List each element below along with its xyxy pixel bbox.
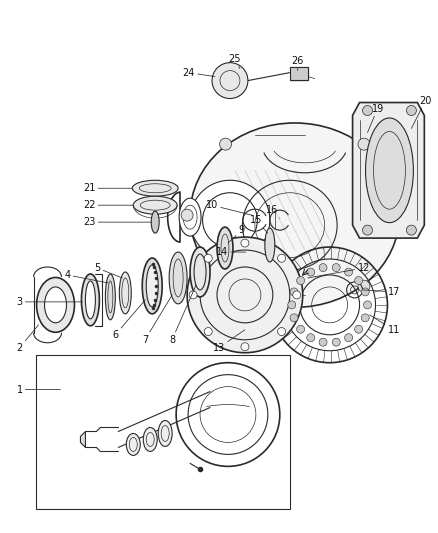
Circle shape [307,334,314,342]
Circle shape [361,288,369,296]
Text: 21: 21 [83,183,132,193]
Text: 2: 2 [16,325,39,353]
Circle shape [293,291,301,299]
Text: 8: 8 [169,285,196,345]
Circle shape [241,239,249,247]
Circle shape [219,138,232,150]
Circle shape [345,268,353,276]
Circle shape [204,254,212,262]
Bar [35,355,290,509]
Text: 16: 16 [265,205,280,218]
Text: 14: 14 [216,247,246,257]
Polygon shape [353,102,424,238]
Text: 3: 3 [17,297,82,307]
Ellipse shape [179,198,201,236]
Ellipse shape [265,228,275,262]
Ellipse shape [106,274,115,320]
Ellipse shape [183,205,197,229]
Ellipse shape [81,274,99,326]
Circle shape [358,138,370,150]
Ellipse shape [45,287,67,323]
Ellipse shape [217,227,233,269]
Ellipse shape [142,258,162,314]
Circle shape [355,325,363,333]
Circle shape [363,106,372,116]
Bar [290,67,308,79]
Circle shape [278,328,286,336]
Ellipse shape [146,265,158,307]
Circle shape [332,264,340,271]
Text: 11: 11 [370,315,400,335]
Text: 7: 7 [142,295,172,345]
Ellipse shape [126,433,140,455]
Circle shape [319,264,327,271]
Text: 13: 13 [213,330,245,353]
Circle shape [406,106,417,116]
Circle shape [241,343,249,351]
Ellipse shape [366,118,413,223]
Ellipse shape [169,252,187,304]
Ellipse shape [143,427,157,451]
Text: 4: 4 [64,270,108,283]
Circle shape [307,268,314,276]
Ellipse shape [85,281,95,319]
Circle shape [290,288,298,296]
Text: 9: 9 [228,225,245,243]
Circle shape [290,314,298,322]
Circle shape [358,280,370,292]
Circle shape [204,328,212,336]
Text: 5: 5 [94,263,122,278]
Ellipse shape [37,278,74,332]
Text: 24: 24 [183,68,215,78]
Text: 12: 12 [308,263,370,278]
Text: 17: 17 [363,287,400,297]
Circle shape [189,291,197,299]
Circle shape [319,338,327,346]
Circle shape [406,225,417,235]
Ellipse shape [190,247,210,297]
Circle shape [187,237,303,353]
Ellipse shape [119,272,131,314]
Text: 23: 23 [83,217,151,227]
Circle shape [181,209,193,221]
Text: 20: 20 [411,95,432,128]
Polygon shape [81,432,85,447]
Text: 15: 15 [250,215,268,233]
Circle shape [297,277,304,285]
Ellipse shape [151,211,159,233]
Circle shape [212,63,248,99]
Ellipse shape [190,180,270,260]
Text: 26: 26 [292,55,304,71]
Text: 25: 25 [229,54,241,69]
Text: 10: 10 [206,200,252,215]
Text: 22: 22 [83,200,133,210]
Circle shape [332,338,340,346]
Circle shape [364,301,371,309]
Ellipse shape [190,123,399,308]
Circle shape [297,325,304,333]
Ellipse shape [132,180,178,196]
Ellipse shape [202,193,258,247]
Circle shape [345,334,353,342]
Circle shape [363,225,372,235]
Circle shape [278,254,286,262]
Ellipse shape [158,421,172,447]
Text: 1: 1 [17,385,60,394]
Circle shape [288,301,296,309]
Circle shape [355,277,363,285]
Text: 6: 6 [112,300,145,340]
Circle shape [361,314,369,322]
Ellipse shape [133,196,177,214]
Circle shape [219,280,232,292]
Text: 19: 19 [367,103,384,132]
